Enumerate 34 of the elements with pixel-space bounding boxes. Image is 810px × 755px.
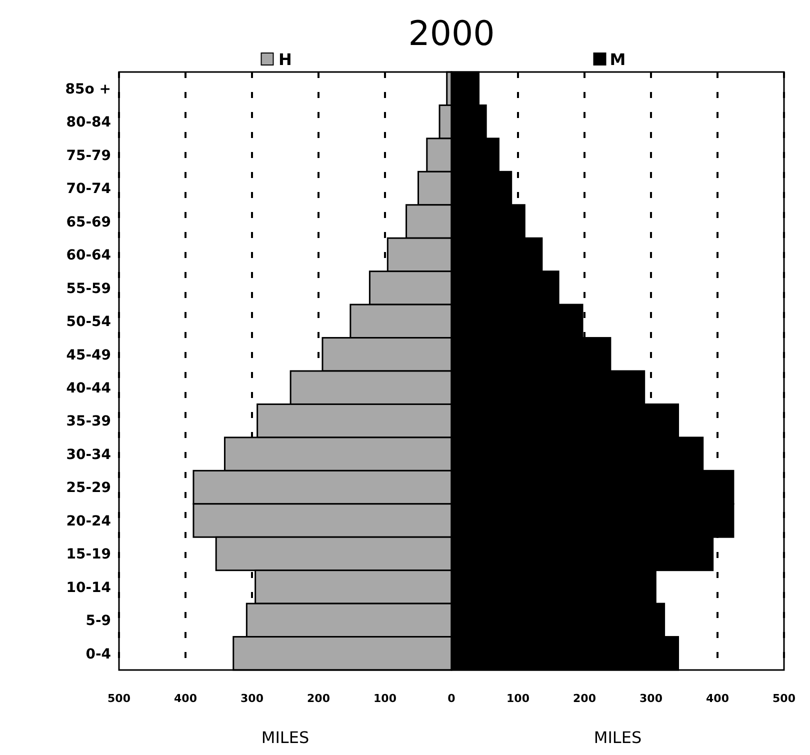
- x-tick-label: 300: [640, 692, 663, 705]
- y-tick-label: 60-64: [66, 248, 112, 264]
- y-tick-label: 50-54: [66, 314, 112, 330]
- y-tick-label: 0-4: [86, 646, 112, 662]
- legend-label: M: [610, 50, 626, 69]
- x-tick-label: 400: [706, 692, 730, 705]
- text: MILES: [594, 728, 642, 747]
- y-tick-label: 5-9: [86, 613, 111, 630]
- y-tick-label: 55-59: [66, 280, 111, 297]
- y-tick-label: 70-74: [66, 181, 112, 198]
- y-tick-label: 30-34: [66, 446, 112, 463]
- x-tick-label: 0: [448, 692, 456, 705]
- x-tick-label: 200: [307, 692, 330, 705]
- x-tick-label: 400: [174, 692, 198, 705]
- x-tick-label: 500: [772, 692, 796, 705]
- y-tick-label: 80-84: [66, 114, 112, 131]
- y-tick-label: 15-19: [66, 546, 111, 563]
- y-tick-label: 25-29: [66, 480, 111, 496]
- y-tick-label: 40-44: [66, 380, 112, 397]
- y-tick-label: 20-24: [66, 513, 112, 530]
- y-tick-label: 75-79: [66, 148, 111, 164]
- x-axis-title: MILES: [261, 728, 310, 747]
- y-tick-label: 10-14: [66, 580, 112, 596]
- x-tick-label: 100: [506, 692, 530, 705]
- x-tick-label: 200: [573, 692, 596, 705]
- chart-title: 2000: [408, 14, 495, 54]
- y-tick-label: 65-69: [66, 214, 111, 230]
- y-tick-label: 45-49: [66, 347, 111, 364]
- y-tick-label: 35-39: [66, 414, 111, 430]
- y-tick-label: 85o +: [65, 82, 111, 98]
- x-tick-label: 300: [240, 692, 264, 705]
- x-tick-label: 100: [374, 692, 397, 705]
- x-tick-label: 500: [108, 692, 131, 705]
- legend-label: H: [278, 50, 292, 69]
